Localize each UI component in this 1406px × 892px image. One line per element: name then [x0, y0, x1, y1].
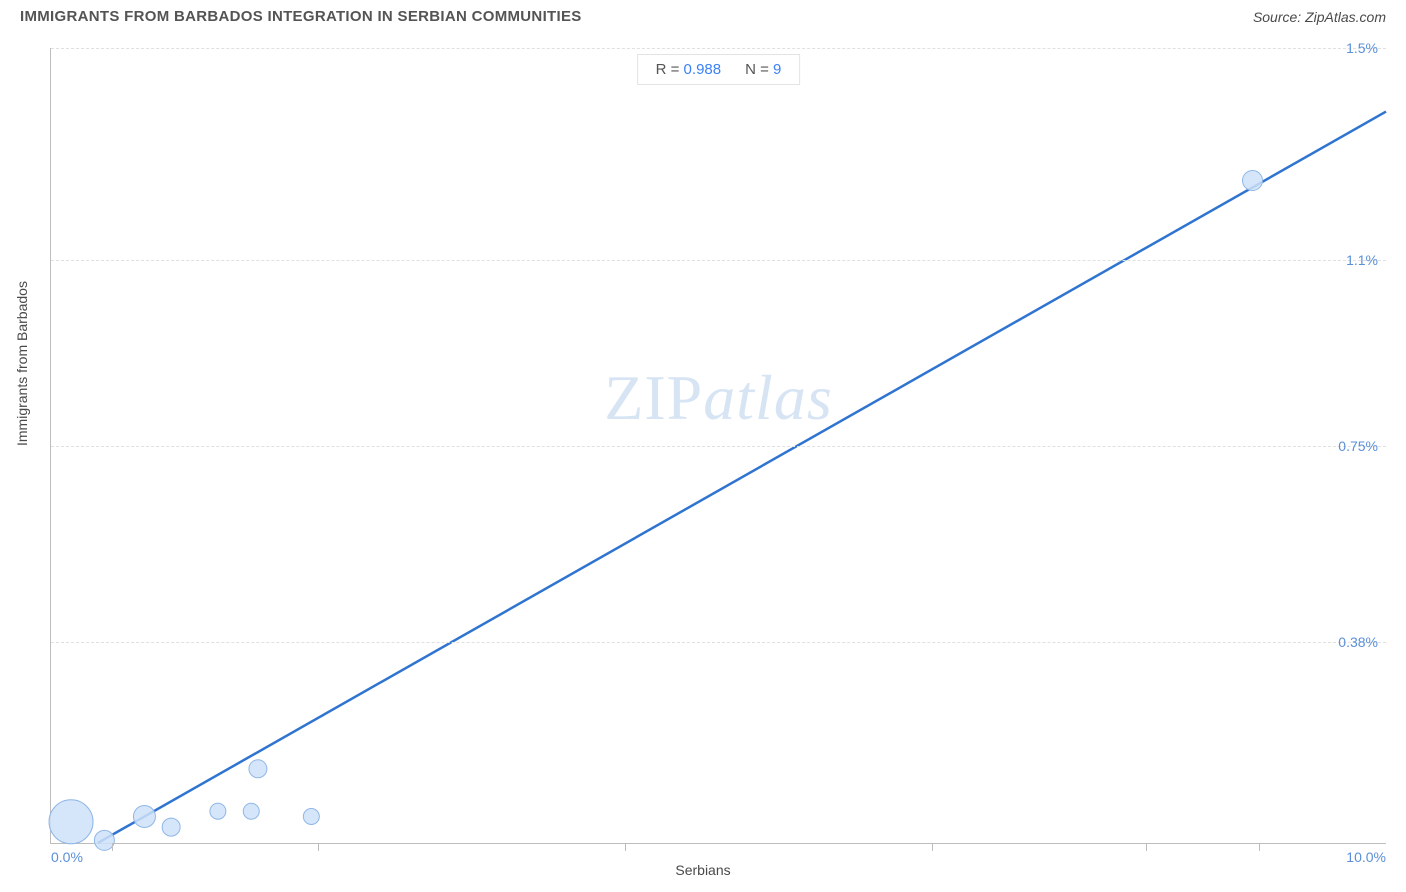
- x-min-label: 0.0%: [51, 849, 83, 865]
- gridline: [51, 446, 1386, 447]
- data-point: [210, 803, 226, 819]
- data-point: [49, 800, 93, 844]
- chart-source: Source: ZipAtlas.com: [1253, 9, 1386, 25]
- x-tick: [112, 843, 113, 851]
- y-tick-label: 0.75%: [1338, 438, 1378, 454]
- trendline: [98, 112, 1386, 843]
- gridline: [51, 260, 1386, 261]
- x-tick: [625, 843, 626, 851]
- chart-plot-area: ZIPatlas R = 0.988 N = 9 0.0% 10.0% 0.38…: [50, 48, 1386, 844]
- x-tick: [932, 843, 933, 851]
- x-max-label: 10.0%: [1346, 849, 1386, 865]
- data-point: [303, 809, 319, 825]
- y-tick-label: 0.38%: [1338, 634, 1378, 650]
- data-point: [1243, 171, 1263, 191]
- gridline: [51, 642, 1386, 643]
- chart-title: IMMIGRANTS FROM BARBADOS INTEGRATION IN …: [20, 8, 582, 25]
- data-point: [133, 806, 155, 828]
- x-tick: [1259, 843, 1260, 851]
- data-point: [249, 760, 267, 778]
- x-tick: [318, 843, 319, 851]
- chart-header: IMMIGRANTS FROM BARBADOS INTEGRATION IN …: [0, 0, 1406, 29]
- gridline: [51, 48, 1386, 49]
- data-point: [243, 803, 259, 819]
- data-point: [162, 818, 180, 836]
- x-tick: [1146, 843, 1147, 851]
- x-axis-label: Serbians: [675, 862, 730, 878]
- y-axis-label: Immigrants from Barbados: [14, 281, 30, 446]
- y-tick-label: 1.1%: [1346, 252, 1378, 268]
- y-tick-label: 1.5%: [1346, 40, 1378, 56]
